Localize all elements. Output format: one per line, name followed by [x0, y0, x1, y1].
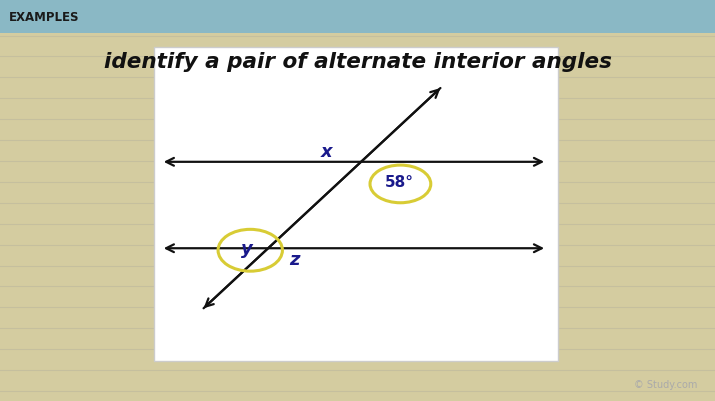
FancyBboxPatch shape — [0, 0, 715, 34]
Text: z: z — [290, 251, 300, 269]
Text: © Study.com: © Study.com — [633, 379, 697, 389]
Text: x: x — [321, 142, 332, 160]
Text: 58°: 58° — [385, 175, 413, 190]
Text: EXAMPLES: EXAMPLES — [9, 11, 79, 24]
Text: identify a pair of alternate interior angles: identify a pair of alternate interior an… — [104, 52, 611, 72]
FancyBboxPatch shape — [154, 48, 558, 361]
Text: y: y — [241, 240, 252, 257]
